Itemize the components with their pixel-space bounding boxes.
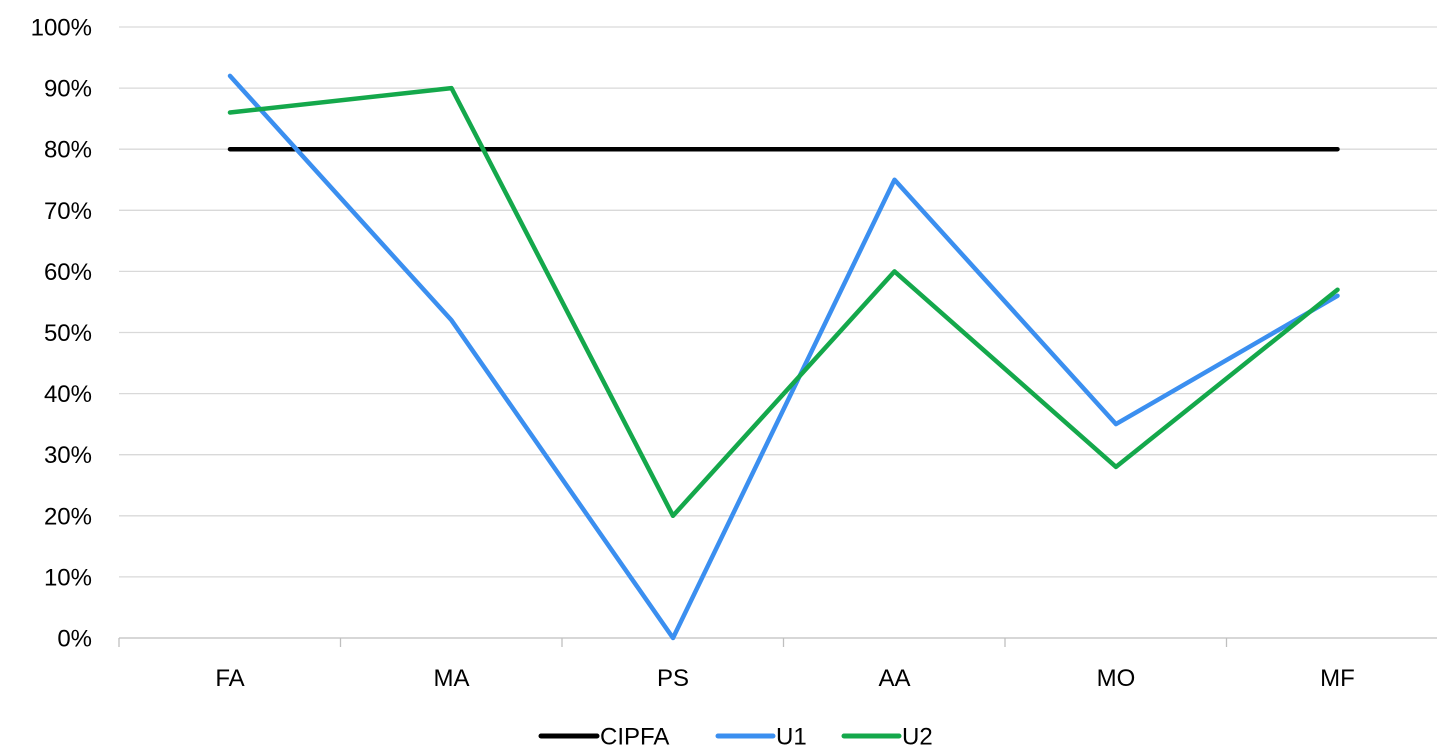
x-tick-label-aa: AA: [878, 665, 910, 692]
legend-label-u2: U2: [902, 724, 933, 749]
x-tick-label-ps: PS: [657, 665, 689, 692]
series-lines: [227, 73, 1340, 641]
series-line-u1: [227, 73, 1340, 641]
legend-label-cipfa: CIPFA: [600, 724, 669, 749]
x-tick-label-ma: MA: [434, 665, 470, 692]
legend-label-u1: U1: [776, 724, 807, 749]
y-tick-label: 0%: [57, 626, 92, 653]
y-tick-label: 30%: [44, 442, 92, 469]
y-tick-label: 20%: [44, 503, 92, 530]
series-line-u2: [227, 85, 1340, 519]
y-tick-label: 80%: [44, 137, 92, 164]
y-tick-label: 40%: [44, 381, 92, 408]
y-axis-tick-labels: 0% 10% 20% 30% 40% 50% 60% 70% 80% 90% 100%: [31, 15, 92, 653]
x-axis-tick-labels: FA MA PS AA MO MF: [215, 665, 1355, 692]
y-tick-label: 90%: [44, 76, 92, 103]
y-tick-label: 70%: [44, 198, 92, 225]
y-tick-label: 10%: [44, 564, 92, 591]
gridlines: [119, 26, 1437, 578]
y-tick-label: 60%: [44, 259, 92, 286]
x-tick-label-fa: FA: [215, 665, 244, 692]
y-tick-label: 50%: [44, 320, 92, 347]
y-tick-label: 100%: [31, 15, 92, 42]
legend: CIPFA U1 U2: [538, 724, 933, 749]
x-tick-label-mf: MF: [1320, 665, 1355, 692]
x-tick-label-mo: MO: [1097, 665, 1136, 692]
x-axis: [118, 637, 1437, 647]
